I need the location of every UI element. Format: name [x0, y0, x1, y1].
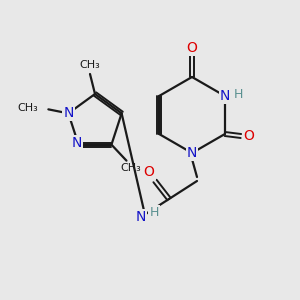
Text: N: N: [187, 146, 197, 160]
Text: O: O: [187, 41, 197, 55]
Text: CH₃: CH₃: [120, 163, 141, 173]
Text: O: O: [144, 165, 154, 179]
Text: N: N: [71, 136, 82, 150]
Text: N: N: [220, 89, 230, 103]
Text: O: O: [244, 129, 254, 143]
Text: CH₃: CH₃: [80, 60, 100, 70]
Text: CH₃: CH₃: [18, 103, 38, 113]
Text: N: N: [63, 106, 74, 120]
Text: H: H: [149, 206, 159, 218]
Text: N: N: [136, 210, 146, 224]
Text: H: H: [234, 88, 244, 100]
